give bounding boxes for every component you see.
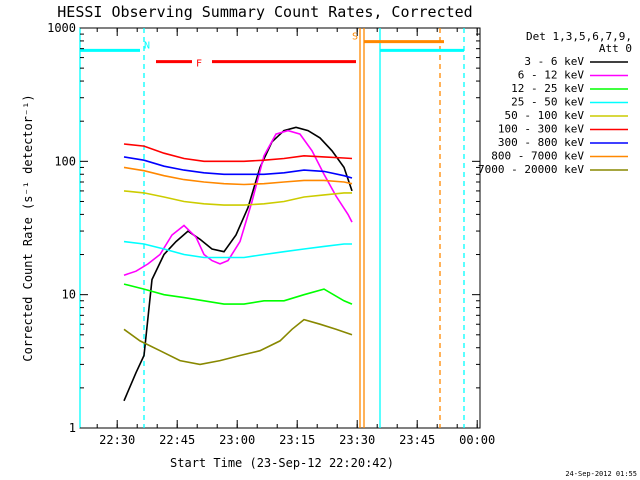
series-line-8 xyxy=(123,318,353,366)
series-line-4 xyxy=(123,190,352,206)
series-lines xyxy=(123,126,353,402)
vertical-markers xyxy=(79,28,465,428)
x-tick-label-4: 23:30 xyxy=(339,433,375,447)
x-tick-label-5: 23:45 xyxy=(399,433,435,447)
plot-frame xyxy=(79,27,481,429)
series-line-6 xyxy=(123,156,353,179)
legend-label-1: 6 - 12 keV xyxy=(518,69,585,82)
series-line-0 xyxy=(123,126,353,402)
legend-header-line2: Att 0 xyxy=(599,42,632,55)
series-line-2 xyxy=(123,283,353,305)
series-line-7 xyxy=(123,166,353,186)
y-tick-label-3: 1000 xyxy=(47,21,76,35)
series-line-5 xyxy=(123,143,353,163)
flag-bars: N F S xyxy=(80,32,464,70)
x-tick-label-3: 23:15 xyxy=(279,433,315,447)
flag-label-S: S xyxy=(352,32,358,43)
flag-label-N: N xyxy=(144,40,150,51)
series-line-3 xyxy=(123,240,352,259)
chart-title: HESSI Observing Summary Count Rates, Cor… xyxy=(57,3,472,21)
y-axis: 1 10 100 1000 xyxy=(47,21,480,435)
x-axis: 22:30 22:45 23:00 23:15 23:30 23:45 00:00 xyxy=(96,28,495,447)
y-tick-label-0: 1 xyxy=(69,421,76,435)
y-axis-label: Corrected Count Rate (s⁻¹ detector⁻¹) xyxy=(21,94,35,361)
legend-label-5: 100 - 300 keV xyxy=(498,123,584,136)
y-tick-label-1: 10 xyxy=(62,288,76,302)
legend-label-0: 3 - 6 keV xyxy=(524,55,584,68)
legend-label-8: 7000 - 20000 keV xyxy=(478,163,584,176)
y-tick-label-2: 100 xyxy=(54,154,76,168)
legend-label-3: 25 - 50 keV xyxy=(511,96,584,109)
legend-label-6: 300 - 800 keV xyxy=(498,136,584,149)
x-axis-label: Start Time (23-Sep-12 22:20:42) xyxy=(170,456,394,470)
x-tick-label-6: 00:00 xyxy=(459,433,495,447)
x-tick-label-1: 22:45 xyxy=(159,433,195,447)
legend-header-line1: Det 1,3,5,6,7,9, xyxy=(526,30,632,43)
series-line-1 xyxy=(123,129,353,276)
legend-label-4: 50 - 100 keV xyxy=(505,109,585,122)
flag-label-F: F xyxy=(196,59,202,70)
legend-label-7: 800 - 7000 keV xyxy=(491,150,584,163)
x-tick-label-2: 23:00 xyxy=(219,433,255,447)
legend-label-2: 12 - 25 keV xyxy=(511,82,584,95)
footer-date: 24-Sep-2012 01:55 xyxy=(565,470,637,478)
x-tick-label-0: 22:30 xyxy=(99,433,135,447)
